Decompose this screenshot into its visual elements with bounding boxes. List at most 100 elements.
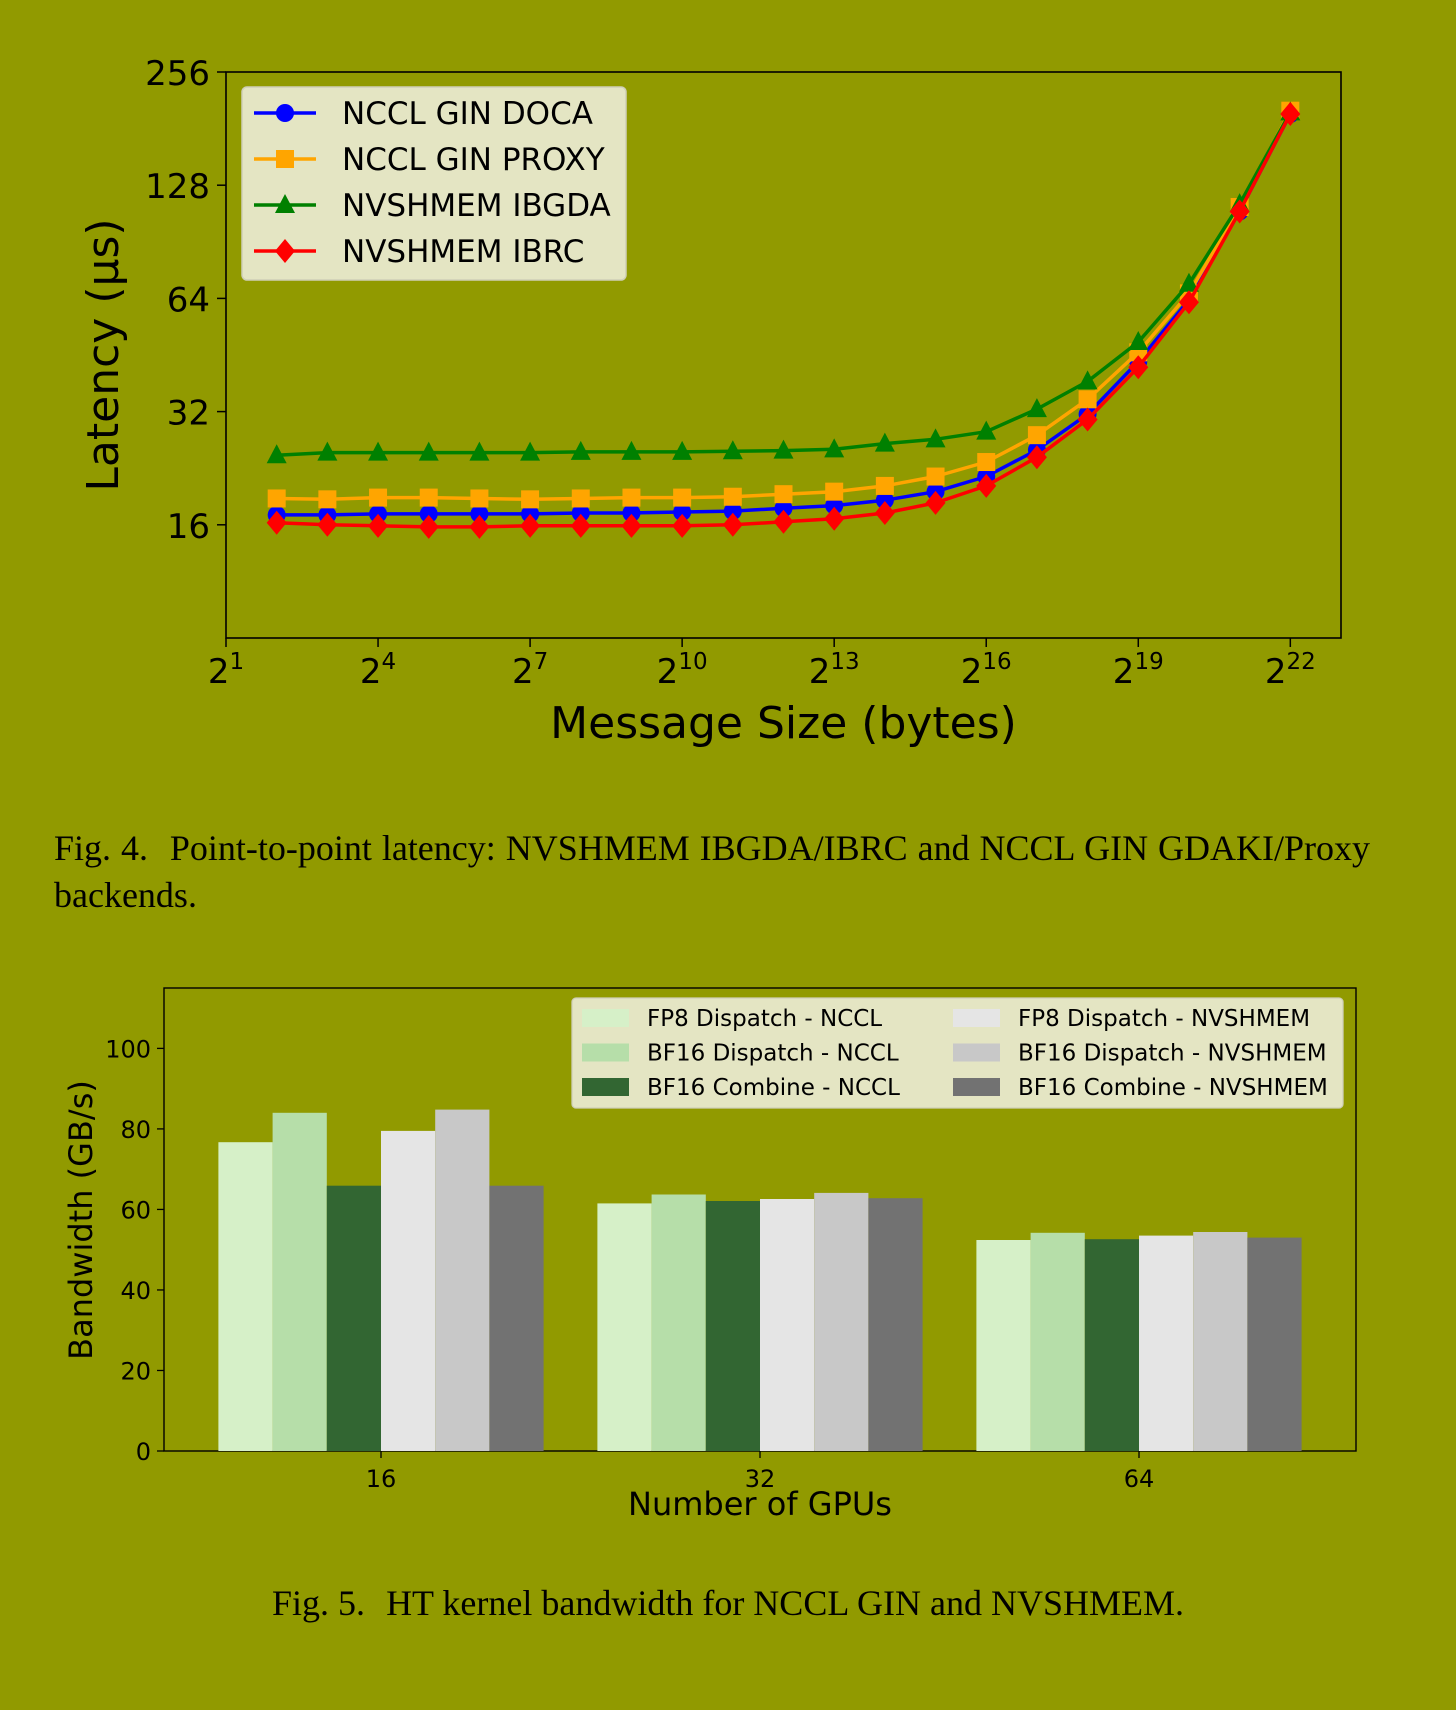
data-point [276, 150, 294, 168]
y-tick-label: 256 [145, 54, 210, 94]
data-point [1229, 199, 1250, 224]
legend-swatch [582, 1009, 629, 1027]
legend-label: BF16 Dispatch - NVSHMEM [1018, 1041, 1327, 1067]
data-point [276, 104, 294, 122]
data-point [926, 467, 945, 486]
x-tick-label: 32 [745, 1465, 776, 1493]
figure-5-caption: Fig. 5. HT kernel bandwidth for NCCL GIN… [0, 1580, 1456, 1627]
data-point [1128, 331, 1149, 351]
x-axis-label: Number of GPUs [628, 1485, 892, 1523]
bar-group-16 [218, 1109, 544, 1451]
data-point [317, 441, 338, 461]
data-point [570, 513, 591, 538]
legend-item: NVSHMEM IBRC [254, 234, 584, 270]
legend: FP8 Dispatch - NCCL BF16 Dispatch - NCCL B… [571, 997, 1344, 1109]
data-point [773, 439, 794, 459]
series-nvshmem-ibrc [266, 101, 1301, 539]
data-point [571, 489, 590, 508]
data-point [1026, 398, 1047, 418]
data-point [976, 473, 997, 498]
x-tick-label: 213 [809, 649, 860, 692]
x-tick-base: 2 [208, 652, 230, 692]
y-tick-label: 128 [145, 167, 210, 207]
x-tick-label: 21 [208, 649, 244, 692]
figure-4-caption: Fig. 4. Point-to-point latency: NVSHMEM … [54, 825, 1370, 919]
legend-item: BF16 Dispatch - NVSHMEM [953, 1041, 1327, 1067]
x-tick-label: 219 [1113, 649, 1164, 692]
x-tick-base: 2 [961, 652, 983, 692]
y-tick-label: 100 [105, 1035, 151, 1063]
legend-swatch [582, 1043, 629, 1062]
x-tick-base: 2 [657, 652, 679, 692]
legend-item: NVSHMEM IBGDA [254, 188, 611, 224]
data-point [571, 503, 590, 522]
data-point [1178, 272, 1199, 292]
bar [435, 1109, 490, 1451]
bar [489, 1185, 544, 1451]
bandwidth-bar-chart: 16 32 64 0 20 40 60 80 100 Number of GPUs Bandwidt… [62, 987, 1357, 1523]
data-point [925, 490, 946, 515]
bar [868, 1198, 923, 1451]
x-tick-exponent: 19 [1134, 649, 1163, 675]
data-point [673, 503, 692, 522]
data-point [875, 476, 894, 495]
data-point [622, 503, 641, 522]
data-point [1027, 426, 1046, 445]
data-point [469, 441, 490, 461]
data-point [1026, 445, 1047, 470]
data-point [673, 488, 692, 507]
legend-label: NVSHMEM IBGDA [342, 188, 611, 224]
legend-item: BF16 Combine - NCCL [582, 1075, 900, 1101]
data-point [470, 489, 489, 508]
data-point [824, 438, 845, 458]
bar [814, 1192, 869, 1451]
data-point [368, 441, 389, 461]
data-point [469, 514, 490, 539]
data-point [1128, 355, 1149, 380]
y-tick-label: 16 [167, 507, 210, 547]
data-point [418, 441, 439, 461]
y-tick-label: 40 [120, 1277, 151, 1305]
bar [597, 1203, 652, 1451]
x-tick-base: 2 [809, 652, 831, 692]
data-point [1178, 290, 1199, 315]
data-point [266, 510, 287, 535]
legend-label: BF16 Combine - NCCL [647, 1075, 900, 1101]
x-tick-base: 2 [360, 652, 382, 692]
bar-group-64 [976, 1232, 1302, 1451]
data-point [570, 440, 591, 460]
x-tick-base: 2 [1113, 652, 1135, 692]
data-point [470, 504, 489, 523]
legend-label: NCCL GIN PROXY [342, 142, 605, 178]
figure-4-label: Fig. 4. [54, 828, 148, 868]
x-tick-exponent: 1 [230, 649, 245, 675]
y-tick-label: 60 [120, 1196, 151, 1224]
legend-label: FP8 Dispatch - NVSHMEM [1018, 1006, 1310, 1032]
bar [1193, 1232, 1248, 1451]
legend-item: FP8 Dispatch - NCCL [582, 1006, 882, 1032]
data-point [825, 482, 844, 501]
data-point [875, 491, 894, 510]
legend-box [241, 86, 627, 281]
legend-swatch [582, 1078, 629, 1096]
y-tick-label: 64 [167, 280, 210, 320]
x-tick-exponent: 13 [830, 649, 859, 675]
y-tick-label: 32 [167, 394, 210, 434]
data-point [520, 513, 541, 538]
bar [651, 1194, 706, 1451]
data-point [977, 453, 996, 472]
legend: NCCL GIN DOCA NCCL GIN PROXY NVSHMEM IBGDA… [241, 86, 627, 281]
legend-item: FP8 Dispatch - NVSHMEM [953, 1006, 1310, 1032]
data-point [672, 440, 693, 460]
bar [1247, 1237, 1302, 1451]
data-point [275, 239, 295, 263]
legend-label: NCCL GIN DOCA [342, 96, 593, 132]
legend-swatch [953, 1043, 1000, 1062]
x-tick-exponent: 10 [678, 649, 707, 675]
data-point [521, 490, 540, 509]
legend-item: NCCL GIN DOCA [254, 96, 593, 132]
bar [1084, 1239, 1139, 1451]
data-point [672, 513, 693, 538]
data-point [874, 432, 895, 452]
